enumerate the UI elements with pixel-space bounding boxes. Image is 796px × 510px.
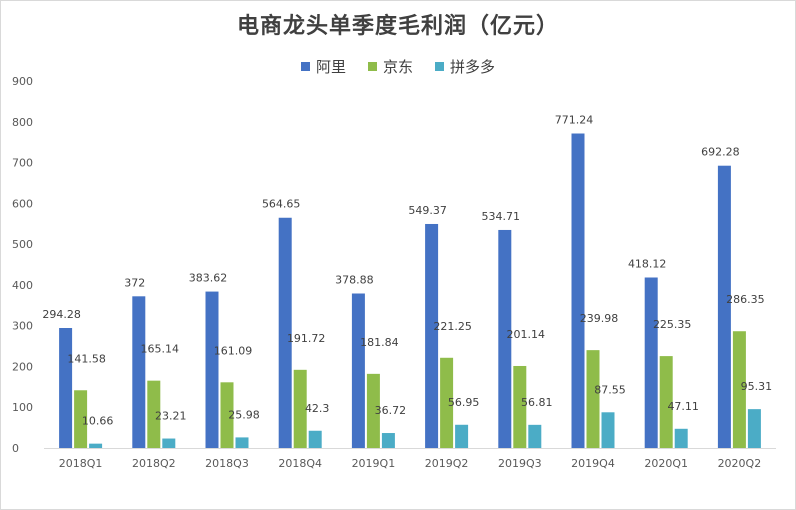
bar xyxy=(308,430,322,448)
bar xyxy=(205,291,219,448)
legend-label-ali: 阿里 xyxy=(315,58,346,76)
x-tick-label: 2019Q1 xyxy=(352,457,396,470)
bar xyxy=(293,369,307,448)
data-label: 56.81 xyxy=(521,396,553,409)
x-tick-label: 2018Q2 xyxy=(132,457,176,470)
data-label: 191.72 xyxy=(287,332,326,345)
x-tick-label: 2019Q2 xyxy=(425,457,469,470)
legend-swatch-ali xyxy=(300,62,310,71)
data-label: 692.28 xyxy=(701,146,740,159)
x-tick-label: 2019Q3 xyxy=(498,457,542,470)
bar xyxy=(381,433,395,448)
y-tick-label: 200 xyxy=(12,360,33,373)
bar xyxy=(601,412,615,448)
data-label: 23.21 xyxy=(155,410,187,423)
bar xyxy=(586,350,600,448)
x-tick-label: 2020Q2 xyxy=(718,457,762,470)
bar xyxy=(351,293,365,448)
bar xyxy=(235,437,249,448)
y-tick-label: 700 xyxy=(12,157,33,170)
data-label: 25.98 xyxy=(228,408,260,421)
y-tick-label: 300 xyxy=(12,320,33,333)
legend-swatch-jd xyxy=(367,62,377,71)
bar xyxy=(440,357,454,448)
legend-item-jd: 京东 xyxy=(367,56,413,77)
data-label: 36.72 xyxy=(375,404,407,417)
x-tick-label: 2018Q4 xyxy=(278,457,322,470)
bar xyxy=(147,380,161,448)
data-label: 378.88 xyxy=(335,274,374,287)
bar xyxy=(528,424,542,448)
bar xyxy=(732,331,746,448)
data-label: 286.35 xyxy=(726,293,765,306)
bar xyxy=(74,390,88,448)
data-label: 56.95 xyxy=(448,396,480,409)
bar xyxy=(366,373,380,448)
y-tick-label: 500 xyxy=(12,238,33,251)
bar xyxy=(162,438,176,448)
data-label: 181.84 xyxy=(360,336,399,349)
data-label: 294.28 xyxy=(42,308,81,321)
y-tick-label: 100 xyxy=(12,401,33,414)
x-tick-label: 2018Q3 xyxy=(205,457,249,470)
data-label: 771.24 xyxy=(555,114,594,127)
data-label: 201.14 xyxy=(507,328,546,341)
bar xyxy=(674,428,688,448)
bar xyxy=(89,443,103,448)
data-label: 383.62 xyxy=(189,272,228,285)
y-tick-label: 900 xyxy=(12,75,33,88)
bar xyxy=(644,277,658,448)
x-tick-label: 2019Q4 xyxy=(571,457,615,470)
bar xyxy=(59,327,73,448)
bar xyxy=(425,223,439,448)
data-label: 549.37 xyxy=(408,204,447,217)
x-tick-label: 2018Q1 xyxy=(59,457,103,470)
legend-item-ali: 阿里 xyxy=(300,56,346,77)
bar xyxy=(455,424,469,448)
data-label: 221.25 xyxy=(433,320,472,333)
data-label: 225.35 xyxy=(653,318,692,331)
legend: 阿里 京东 拼多多 xyxy=(0,56,796,77)
data-label: 165.14 xyxy=(141,343,180,356)
data-label: 161.09 xyxy=(214,344,253,357)
bar xyxy=(513,365,527,448)
bar xyxy=(571,133,585,448)
chart-title: 电商龙头单季度毛利润（亿元） xyxy=(236,14,559,39)
data-label: 372 xyxy=(124,276,145,289)
data-label: 564.65 xyxy=(262,198,301,211)
bar xyxy=(220,382,234,448)
bar xyxy=(717,165,731,448)
data-label: 87.55 xyxy=(594,383,626,396)
data-label: 42.3 xyxy=(305,402,330,415)
bar xyxy=(747,409,761,448)
data-label: 10.66 xyxy=(82,415,114,428)
legend-label-pdd: 拼多多 xyxy=(450,58,496,76)
data-label: 95.31 xyxy=(741,380,773,393)
bar xyxy=(659,356,673,448)
data-label: 141.58 xyxy=(67,352,106,365)
legend-label-jd: 京东 xyxy=(382,58,413,76)
data-label: 239.98 xyxy=(580,312,619,325)
legend-swatch-pdd xyxy=(435,62,444,71)
legend-item-pdd: 拼多多 xyxy=(435,56,495,77)
y-tick-label: 600 xyxy=(12,197,33,210)
bar xyxy=(132,296,146,448)
data-label: 534.71 xyxy=(482,210,521,223)
data-label: 47.11 xyxy=(667,400,699,413)
y-tick-label: 0 xyxy=(12,442,19,455)
y-tick-label: 400 xyxy=(12,279,33,292)
bar xyxy=(498,229,512,448)
bar xyxy=(278,217,292,448)
data-label: 418.12 xyxy=(628,257,667,270)
x-tick-label: 2020Q1 xyxy=(644,457,688,470)
y-tick-label: 800 xyxy=(12,116,33,129)
